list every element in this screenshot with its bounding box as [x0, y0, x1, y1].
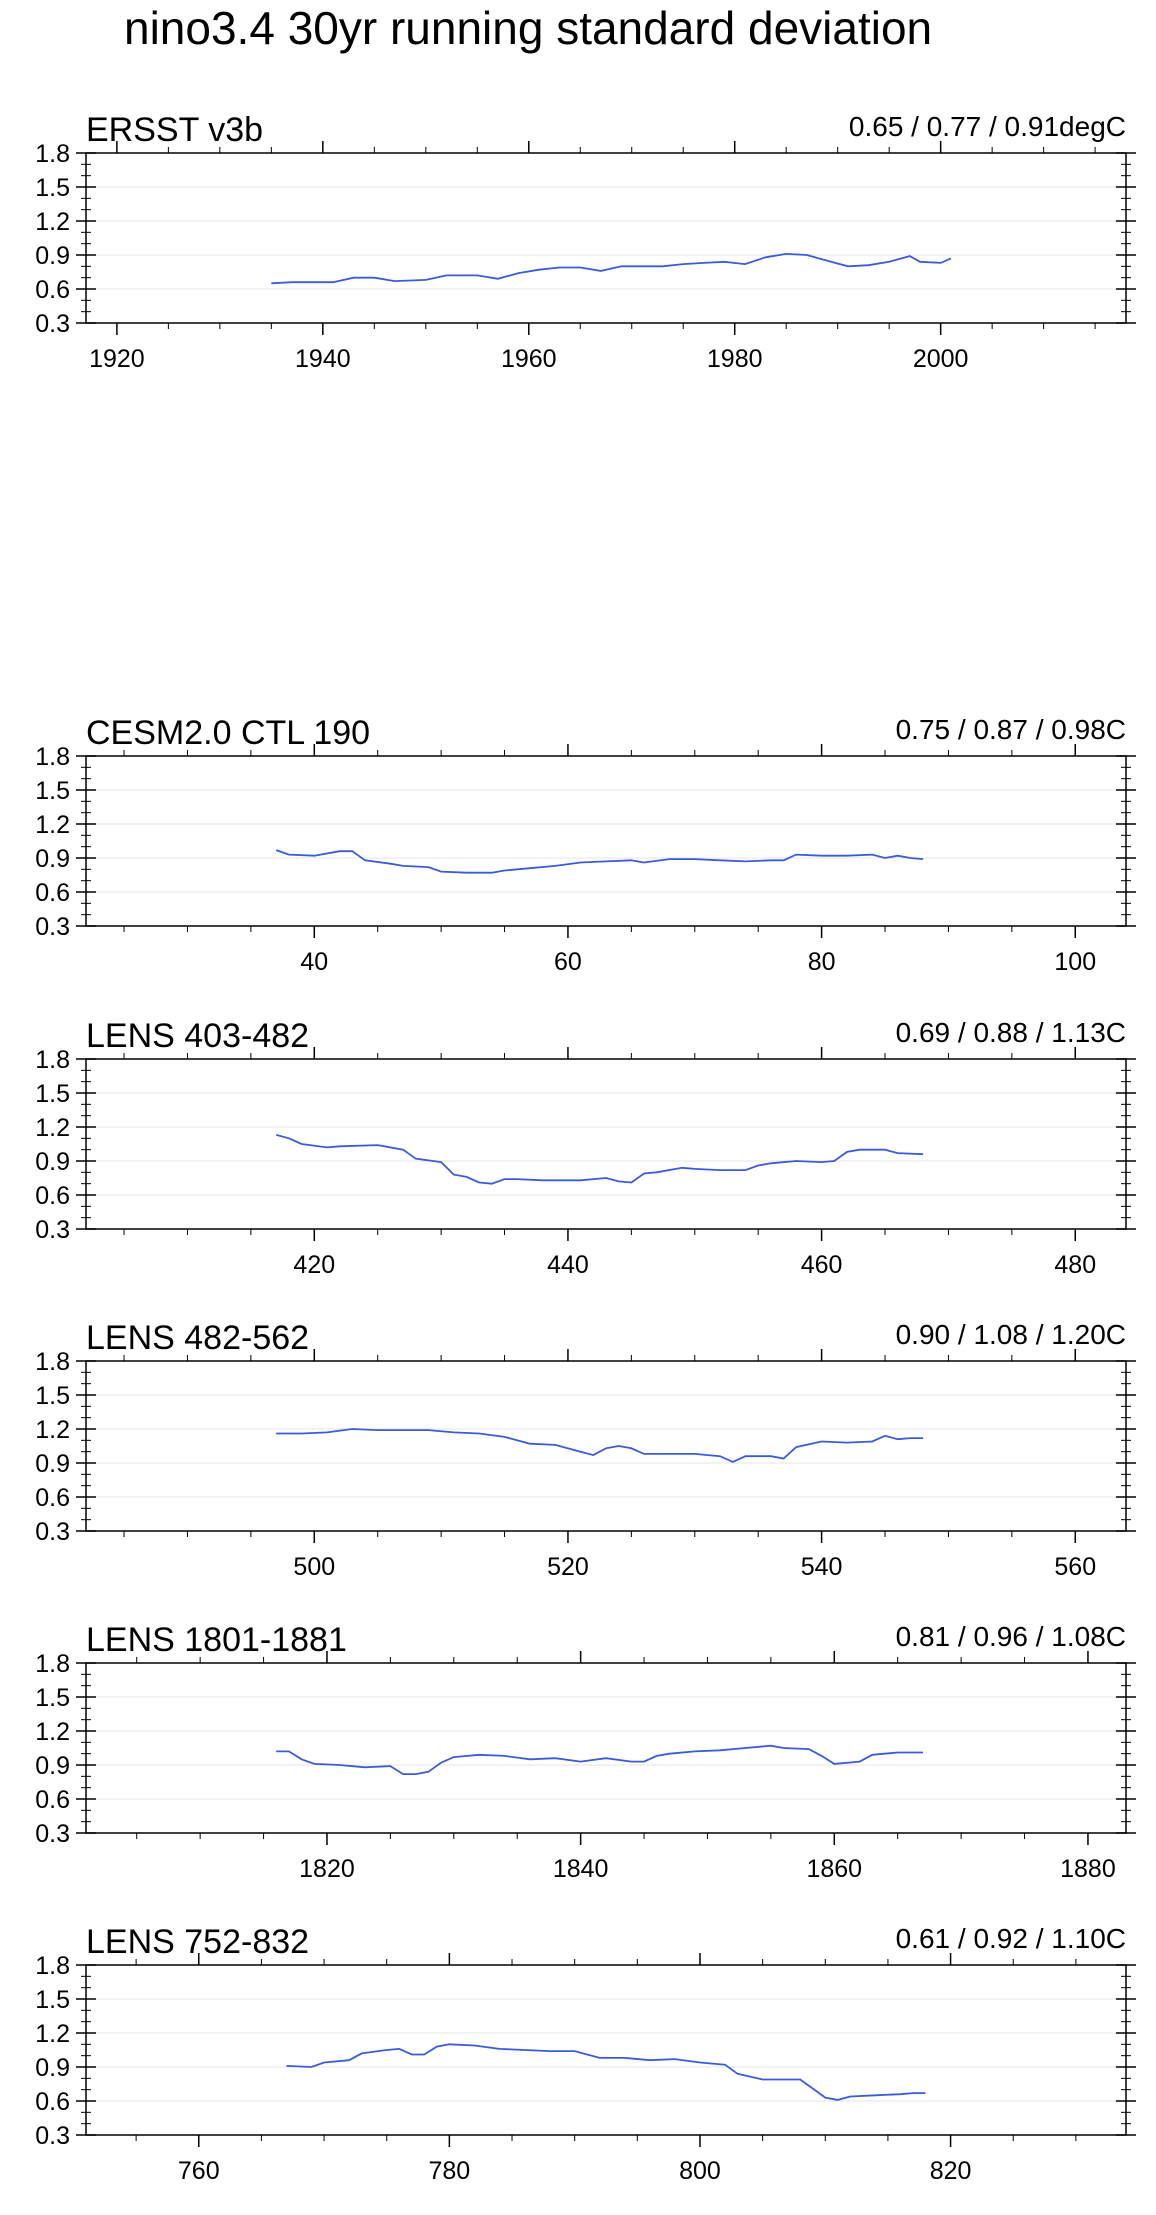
x-tick-label: 440 — [547, 1251, 589, 1279]
plot-frame — [85, 1058, 1127, 1230]
panel-label-right: 0.65 / 0.77 / 0.91degC — [849, 111, 1126, 142]
x-tick-label: 1880 — [1060, 1855, 1116, 1883]
y-tick-label: 0.9 — [35, 1450, 70, 1478]
x-tick-label: 760 — [178, 2157, 220, 2185]
y-tick-label: 1.2 — [35, 811, 70, 839]
panel-label-left: LENS 1801-1881 — [86, 1621, 347, 1659]
y-tick-label: 1.5 — [35, 1684, 70, 1712]
panel-label-right: 0.90 / 1.08 / 1.20C — [896, 1319, 1126, 1350]
series-line — [286, 2043, 926, 2101]
y-tick-label: 1.5 — [35, 1986, 70, 2014]
y-tick-label: 1.2 — [35, 1114, 70, 1142]
chart-panel-1: ERSST v3b 0.65 / 0.77 / 0.91degC 0.3 0.6 0.9… — [35, 111, 1136, 373]
plot-frame — [85, 755, 1127, 927]
y-tick-label: 0.6 — [35, 1182, 70, 1210]
y-tick-label: 1.2 — [35, 1718, 70, 1746]
y-tick-label: 0.6 — [35, 1484, 70, 1512]
y-tick-label: 0.6 — [35, 276, 70, 304]
plot-frame — [85, 1360, 1127, 1532]
series-line — [275, 1134, 924, 1185]
page-title: nino3.4 30yr running standard deviation — [124, 2, 933, 54]
y-tick-label: 1.8 — [35, 1046, 70, 1074]
y-tick-label: 1.8 — [35, 140, 70, 168]
panel-label-left: CESM2.0 CTL 190 — [86, 714, 370, 752]
x-tick-label: 480 — [1054, 1251, 1096, 1279]
panel-label-right: 0.81 / 0.96 / 1.08C — [896, 1621, 1126, 1652]
x-tick-label: 780 — [429, 2157, 471, 2185]
y-tick-label: 0.3 — [35, 1216, 70, 1244]
panel-label-right: 0.75 / 0.87 / 0.98C — [896, 714, 1126, 745]
x-tick-label: 2000 — [913, 345, 969, 373]
panel-label-left: ERSST v3b — [86, 111, 263, 149]
y-tick-label: 0.9 — [35, 2054, 70, 2082]
x-tick-label: 1940 — [295, 345, 351, 373]
y-tick-label: 1.2 — [35, 2020, 70, 2048]
y-tick-label: 0.3 — [35, 913, 70, 941]
y-tick-label: 1.5 — [35, 1382, 70, 1410]
y-tick-label: 0.9 — [35, 1752, 70, 1780]
chart-panel-5: LENS 1801-1881 0.81 / 0.96 / 1.08C 0.3 0.6 0… — [35, 1621, 1136, 1883]
panel-label-right: 0.61 / 0.92 / 1.10C — [896, 1923, 1126, 1954]
x-tick-label: 80 — [808, 948, 836, 976]
y-tick-label: 0.3 — [35, 1820, 70, 1848]
y-tick-label: 0.9 — [35, 845, 70, 873]
y-tick-label: 1.8 — [35, 1348, 70, 1376]
plot-frame — [85, 1964, 1127, 2136]
y-tick-label: 1.2 — [35, 1416, 70, 1444]
x-tick-label: 800 — [679, 2157, 721, 2185]
x-tick-label: 1860 — [806, 1855, 862, 1883]
panel-label-right: 0.69 / 0.88 / 1.13C — [896, 1017, 1126, 1048]
y-tick-label: 1.2 — [35, 208, 70, 236]
y-tick-label: 1.5 — [35, 777, 70, 805]
y-tick-label: 1.5 — [35, 174, 70, 202]
y-tick-label: 1.5 — [35, 1080, 70, 1108]
x-tick-label: 1820 — [299, 1855, 355, 1883]
chart-panel-6: LENS 752-832 0.61 / 0.92 / 1.10C 0.3 0.6 0.9… — [35, 1923, 1136, 2185]
x-tick-label: 460 — [801, 1251, 843, 1279]
x-tick-label: 1920 — [89, 345, 145, 373]
y-tick-label: 0.6 — [35, 2088, 70, 2116]
y-tick-label: 1.8 — [35, 1952, 70, 1980]
series-line — [271, 252, 952, 285]
chart-panel-2: CESM2.0 CTL 190 0.75 / 0.87 / 0.98C 0.3 0.6… — [35, 714, 1136, 976]
panel-label-left: LENS 482-562 — [86, 1319, 309, 1357]
y-tick-label: 0.3 — [35, 1518, 70, 1546]
series-line — [276, 1428, 924, 1463]
x-tick-label: 40 — [300, 948, 328, 976]
panel-label-left: LENS 403-482 — [86, 1017, 309, 1055]
y-tick-label: 0.3 — [35, 2122, 70, 2150]
x-tick-label: 1980 — [707, 345, 763, 373]
x-tick-label: 420 — [293, 1251, 335, 1279]
y-tick-label: 0.6 — [35, 1786, 70, 1814]
x-tick-label: 560 — [1054, 1553, 1096, 1581]
x-tick-label: 500 — [293, 1553, 335, 1581]
y-tick-label: 0.9 — [35, 1148, 70, 1176]
x-tick-label: 1960 — [501, 345, 557, 373]
series-line — [276, 1744, 924, 1775]
x-tick-label: 520 — [547, 1553, 589, 1581]
plot-frame — [85, 1662, 1127, 1834]
series-line — [275, 849, 924, 874]
y-tick-label: 0.9 — [35, 242, 70, 270]
chart-panel-4: LENS 482-562 0.90 / 1.08 / 1.20C 0.3 0.6 0.9… — [35, 1319, 1136, 1581]
panel-label-left: LENS 752-832 — [86, 1923, 309, 1961]
x-tick-label: 540 — [801, 1553, 843, 1581]
x-tick-label: 1840 — [553, 1855, 609, 1883]
y-tick-label: 0.3 — [35, 310, 70, 338]
x-tick-label: 820 — [930, 2157, 972, 2185]
x-tick-label: 60 — [554, 948, 582, 976]
chart-panel-3: LENS 403-482 0.69 / 0.88 / 1.13C 0.3 0.6 0.9… — [35, 1017, 1136, 1279]
y-tick-label: 1.8 — [35, 1650, 70, 1678]
y-tick-label: 1.8 — [35, 743, 70, 771]
y-tick-label: 0.6 — [35, 879, 70, 907]
x-tick-label: 100 — [1054, 948, 1096, 976]
plot-frame — [85, 152, 1127, 324]
